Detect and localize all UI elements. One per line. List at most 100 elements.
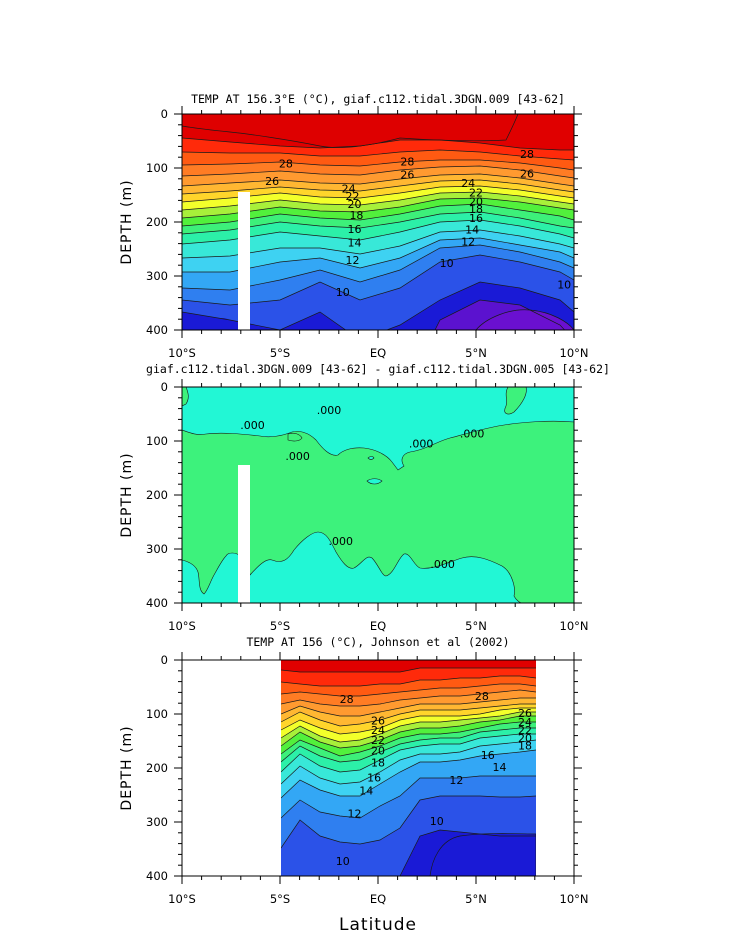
contour-line (434, 299, 566, 330)
contour-label: 10 (557, 279, 571, 292)
panel3-ylabel: DEPTH (m) (119, 725, 135, 810)
contour-line (182, 237, 574, 273)
contour-label: 12 (347, 807, 361, 820)
contour-line (281, 675, 536, 687)
y-tick-label: 100 (146, 161, 168, 175)
contour-label: 20 (518, 732, 532, 745)
contour-line (182, 173, 574, 187)
panel2-missing-data-bar (238, 465, 250, 603)
y-tick-label: 200 (146, 215, 168, 229)
panel-difference: giaf.c112.tidal.3DGN.009 [43-62] - giaf.… (119, 362, 610, 633)
contour-line (281, 727, 536, 763)
contour-label: 22 (371, 734, 385, 747)
panel2-ylabel: DEPTH (m) (119, 452, 135, 537)
contour-line (182, 179, 574, 195)
panel2-axes: 10°S 5°S EQ 5°N 10°N 0 100 200 300 400 (146, 379, 589, 633)
contour-label: 14 (347, 237, 361, 250)
cold-pool (429, 833, 536, 876)
panel1-contour-labels: 2826282628262422201816141224222018161412… (265, 148, 571, 299)
contour-label: 14 (465, 224, 479, 237)
y-tick-label: 400 (146, 323, 168, 337)
y-tick-label: 0 (161, 107, 168, 121)
contour-line (281, 739, 536, 785)
contour-label: 10 (440, 257, 454, 270)
panel1-axes: 10°S 5°S EQ 5°N 10°N 0 100 200 300 400 (146, 106, 589, 360)
panel3-contour-lines (281, 667, 536, 876)
contour-line (182, 281, 574, 330)
x-tick-label: 5°S (270, 619, 290, 633)
contour-label: .000 (329, 535, 354, 548)
contour-label: 10 (430, 815, 444, 828)
contour-label: 26 (400, 168, 414, 181)
contour-label: 12 (461, 235, 475, 248)
contour-line (182, 197, 574, 219)
panel1-contour-field (182, 114, 574, 330)
contour-label: 20 (347, 198, 361, 211)
panel3-axes: 10°S 5°S EQ 5°N 10°N 0 100 200 300 400 (146, 652, 589, 906)
contour-label: .000 (430, 558, 455, 571)
contour-label: 24 (461, 177, 475, 190)
panel1-ylabel: DEPTH (m) (119, 179, 135, 264)
contour-line (182, 211, 574, 235)
x-tick-label: 10°S (168, 892, 196, 906)
contour-line (281, 749, 536, 799)
x-tick-label: 5°N (465, 892, 487, 906)
contour-line (281, 707, 536, 735)
contour-label: 16 (469, 212, 483, 225)
contour-label: 28 (279, 158, 293, 171)
temperature-band (281, 660, 536, 672)
panel2-eq-patch (366, 478, 383, 485)
contour-label: 12 (346, 254, 360, 267)
contour-label: .000 (409, 438, 434, 451)
contour-label: 22 (518, 724, 532, 737)
y-tick-label: 400 (146, 596, 168, 610)
contour-line (281, 775, 536, 819)
x-tick-label: 10°S (168, 346, 196, 360)
panel1-missing-data-bar (238, 192, 250, 330)
panel-model-temperature: TEMP AT 156.3°E (°C), giaf.c112.tidal.3D… (119, 92, 589, 360)
x-tick-label: EQ (370, 346, 386, 360)
contour-label: 16 (347, 223, 361, 236)
contour-label: .000 (285, 450, 310, 463)
x-tick-label: EQ (370, 892, 386, 906)
x-tick-label: 5°N (465, 619, 487, 633)
contour-label: 18 (371, 757, 385, 770)
y-tick-label: 0 (161, 653, 168, 667)
x-tick-label: 5°S (270, 892, 290, 906)
contour-line (281, 715, 536, 749)
contour-label: 18 (469, 203, 483, 216)
x-axis-label: Latitude (339, 915, 417, 935)
contour-line (182, 229, 574, 259)
contour-line (182, 203, 574, 227)
contour-line (281, 733, 536, 773)
contour-label: 10 (336, 286, 350, 299)
contour-line (182, 219, 574, 245)
y-tick-label: 300 (146, 815, 168, 829)
contour-label: 12 (449, 774, 463, 787)
contour-label: 22 (346, 190, 360, 203)
contour-line (281, 829, 536, 876)
panel1-title: TEMP AT 156.3°E (°C), giaf.c112.tidal.3D… (191, 92, 565, 106)
y-tick-label: 200 (146, 761, 168, 775)
x-tick-label: 5°S (270, 346, 290, 360)
panel1-contour-lines (182, 137, 574, 330)
x-tick-label: 5°N (465, 346, 487, 360)
y-tick-label: 400 (146, 869, 168, 883)
contour-line (281, 703, 536, 727)
x-tick-label: 10°N (560, 619, 589, 633)
contour-label: 18 (518, 739, 532, 752)
contour-label: 14 (493, 761, 507, 774)
y-tick-label: 100 (146, 434, 168, 448)
contour-line (182, 137, 574, 151)
contour-label: 10 (336, 855, 350, 868)
contour-label: 26 (518, 707, 532, 720)
contour-line (182, 254, 574, 306)
contour-line (281, 795, 536, 849)
panel2-contour-labels: .000 .000 .000 .000 .000 .000 .000 (240, 404, 484, 571)
panel3-contour-field (281, 660, 536, 876)
panel2-eq-dot (367, 456, 375, 460)
contour-label: 28 (400, 156, 414, 169)
contour-label: 26 (371, 714, 385, 727)
contour-label: 28 (340, 693, 354, 706)
contour-line (281, 711, 536, 743)
